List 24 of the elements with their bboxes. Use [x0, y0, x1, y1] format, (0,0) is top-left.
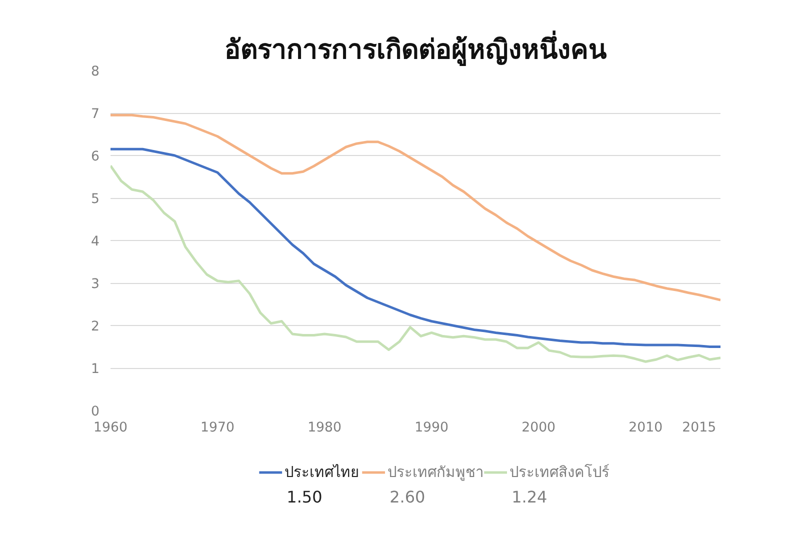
x-tick-label: 2010 — [628, 420, 663, 436]
chart-title: อัตราการการเกิดต่อผู้หญิงหนึ่งคน — [224, 30, 608, 66]
legend-label: ประเทศกัมพูชา — [387, 464, 484, 481]
y-tick-label: 3 — [91, 277, 100, 292]
line-series — [110, 114, 720, 302]
y-tick-label: 1 — [91, 362, 100, 377]
x-tick-label: 2015 — [682, 420, 716, 436]
x-tick-label: 1960 — [94, 420, 128, 436]
legend-label: ประเทศสิงคโปร์ — [509, 463, 610, 481]
legend-label: ประเทศไทย — [284, 463, 360, 481]
y-tick-label: 0 — [91, 404, 100, 420]
x-tick-label: 1980 — [308, 420, 342, 436]
x-tick-label: 1990 — [414, 420, 449, 436]
y-tick-label: 6 — [91, 150, 100, 164]
y-tick-label: 4 — [91, 234, 100, 250]
y-tick-label: 2 — [91, 320, 100, 334]
text: 1.50 — [286, 488, 322, 506]
y-tick-label: 5 — [91, 192, 100, 207]
y-tick-label: 8 — [91, 64, 100, 80]
x-tick-label: 2000 — [522, 420, 556, 436]
text: 2.60 — [390, 488, 426, 506]
text: 1.24 — [512, 488, 548, 506]
y-tick-label: 7 — [91, 107, 100, 122]
x-tick-label: 1970 — [200, 420, 234, 436]
